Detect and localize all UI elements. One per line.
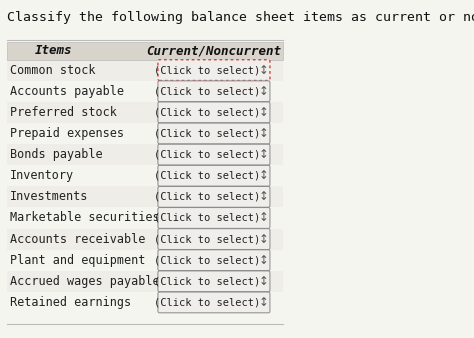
Text: Accrued wages payable: Accrued wages payable [10, 275, 160, 288]
FancyBboxPatch shape [7, 228, 283, 250]
FancyBboxPatch shape [7, 186, 283, 208]
Text: ↕: ↕ [258, 169, 268, 182]
Text: ↕: ↕ [258, 85, 268, 98]
FancyBboxPatch shape [158, 250, 270, 271]
Text: Plant and equipment: Plant and equipment [10, 254, 146, 267]
Text: Accounts payable: Accounts payable [10, 85, 124, 98]
Text: Inventory: Inventory [10, 169, 74, 182]
FancyBboxPatch shape [7, 271, 283, 292]
FancyBboxPatch shape [158, 144, 270, 165]
FancyBboxPatch shape [158, 187, 270, 207]
Text: ↕: ↕ [258, 64, 268, 77]
Text: ↕: ↕ [258, 212, 268, 224]
Text: (Click to select): (Click to select) [154, 255, 261, 265]
FancyBboxPatch shape [158, 102, 270, 123]
Text: Bonds payable: Bonds payable [10, 148, 103, 161]
Text: (Click to select): (Click to select) [154, 276, 261, 286]
Text: (Click to select): (Click to select) [154, 171, 261, 181]
FancyBboxPatch shape [158, 123, 270, 144]
FancyBboxPatch shape [7, 59, 283, 81]
FancyBboxPatch shape [7, 144, 283, 165]
Text: Investments: Investments [10, 190, 88, 203]
Text: Classify the following balance sheet items as current or noncurrent:: Classify the following balance sheet ite… [7, 11, 474, 24]
Text: (Click to select): (Click to select) [154, 86, 261, 96]
Text: Items: Items [34, 44, 72, 57]
Text: (Click to select): (Click to select) [154, 65, 261, 75]
FancyBboxPatch shape [158, 60, 270, 80]
FancyBboxPatch shape [158, 208, 270, 228]
Text: Common stock: Common stock [10, 64, 95, 77]
Text: ↕: ↕ [258, 254, 268, 267]
FancyBboxPatch shape [158, 271, 270, 292]
Text: ↕: ↕ [258, 233, 268, 246]
Text: (Click to select): (Click to select) [154, 192, 261, 202]
FancyBboxPatch shape [158, 229, 270, 249]
Text: Prepaid expenses: Prepaid expenses [10, 127, 124, 140]
FancyBboxPatch shape [158, 292, 270, 313]
FancyBboxPatch shape [7, 42, 283, 59]
Text: (Click to select): (Click to select) [154, 150, 261, 160]
Text: ↕: ↕ [258, 275, 268, 288]
Text: (Click to select): (Click to select) [154, 297, 261, 308]
Text: Marketable securities: Marketable securities [10, 212, 160, 224]
Text: ↕: ↕ [258, 127, 268, 140]
Text: ↕: ↕ [258, 296, 268, 309]
Text: Accounts receivable: Accounts receivable [10, 233, 146, 246]
Text: (Click to select): (Click to select) [154, 107, 261, 117]
FancyBboxPatch shape [7, 102, 283, 123]
Text: ↕: ↕ [258, 148, 268, 161]
FancyBboxPatch shape [158, 81, 270, 102]
Text: ↕: ↕ [258, 190, 268, 203]
Text: (Click to select): (Click to select) [154, 128, 261, 139]
Text: Current/Noncurrent: Current/Noncurrent [146, 44, 282, 57]
Text: (Click to select): (Click to select) [154, 234, 261, 244]
Text: ↕: ↕ [258, 106, 268, 119]
Text: Retained earnings: Retained earnings [10, 296, 131, 309]
FancyBboxPatch shape [158, 165, 270, 186]
Text: (Click to select): (Click to select) [154, 213, 261, 223]
Text: Preferred stock: Preferred stock [10, 106, 117, 119]
